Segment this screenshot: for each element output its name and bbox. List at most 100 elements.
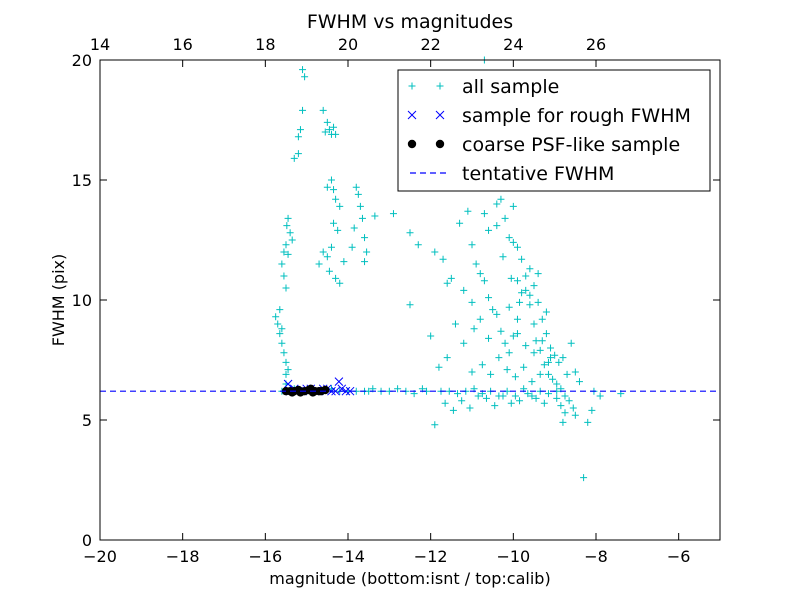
all-sample-point — [534, 270, 542, 278]
all-sample-point — [332, 195, 340, 203]
all-sample-point — [348, 243, 356, 251]
all-sample-point — [451, 320, 459, 328]
top-tick-label: 22 — [420, 35, 440, 54]
all-sample-point — [472, 260, 480, 268]
all-sample-point — [282, 241, 290, 249]
y-tick-label: 5 — [82, 411, 92, 430]
all-sample-point — [544, 370, 552, 378]
all-sample-point — [284, 366, 292, 374]
all-sample-point — [507, 274, 515, 282]
all-sample-point — [478, 361, 486, 369]
legend-marker — [408, 82, 416, 90]
all-sample-point — [286, 229, 294, 237]
all-sample-point — [330, 219, 338, 227]
all-sample-point — [280, 349, 288, 357]
all-sample-point — [406, 301, 414, 309]
all-sample-point — [332, 130, 340, 138]
all-sample-point — [559, 418, 567, 426]
all-sample-point — [487, 370, 495, 378]
all-sample-point — [406, 229, 414, 237]
top-tick-label: 14 — [90, 35, 110, 54]
all-sample-point — [447, 274, 455, 282]
all-sample-point — [321, 128, 329, 136]
all-sample-point — [278, 339, 286, 347]
legend-label: sample for rough FWHM — [462, 105, 691, 127]
all-sample-point — [283, 222, 291, 230]
all-sample-point — [272, 313, 280, 321]
all-sample-point — [470, 325, 478, 333]
all-sample-point — [513, 315, 521, 323]
all-sample-point — [526, 291, 534, 299]
all-sample-point — [507, 399, 515, 407]
all-sample-point — [340, 258, 348, 266]
all-sample-point — [431, 421, 439, 429]
all-sample-point — [536, 346, 544, 354]
all-sample-point — [524, 390, 532, 398]
all-sample-point — [352, 183, 360, 191]
all-sample-point — [547, 344, 555, 352]
all-sample-point — [538, 315, 546, 323]
all-sample-point — [485, 334, 493, 342]
y-tick-label: 0 — [82, 531, 92, 550]
legend-marker — [435, 110, 445, 120]
all-sample-point — [327, 243, 335, 251]
x-tick-label: −16 — [248, 547, 282, 566]
all-sample-point — [323, 183, 331, 191]
all-sample-point — [443, 279, 451, 287]
all-sample-point — [458, 397, 466, 405]
all-sample-point — [389, 210, 397, 218]
all-sample-point — [553, 394, 561, 402]
legend-marker — [436, 82, 444, 90]
all-sample-point — [354, 190, 362, 198]
all-sample-point — [513, 243, 521, 251]
all-sample-point — [394, 385, 402, 393]
all-sample-point — [282, 358, 290, 366]
all-sample-point — [528, 392, 536, 400]
all-sample-point — [319, 248, 327, 256]
all-sample-point — [449, 406, 457, 414]
all-sample-point — [518, 255, 526, 263]
y-axis-label: FWHM (pix) — [49, 254, 68, 347]
all-sample-point — [480, 277, 488, 285]
coarse-psf-like-sample-point — [296, 388, 305, 397]
all-sample-point — [330, 123, 338, 131]
legend-marker — [407, 139, 417, 149]
all-sample-point — [466, 404, 474, 412]
all-sample-point — [561, 409, 569, 417]
all-sample-point — [280, 248, 288, 256]
all-sample-point — [431, 248, 439, 256]
all-sample-point — [549, 375, 557, 383]
all-sample-point — [480, 210, 488, 218]
all-sample-point — [476, 270, 484, 278]
all-sample-point — [350, 224, 358, 232]
all-sample-point — [580, 474, 588, 482]
all-sample-point — [288, 236, 296, 244]
all-sample-point — [361, 234, 369, 242]
all-sample-point — [274, 320, 282, 328]
x-tick-label: −14 — [331, 547, 365, 566]
all-sample-point — [290, 154, 298, 162]
all-sample-point — [443, 354, 451, 362]
all-sample-point — [547, 354, 555, 362]
all-sample-point — [561, 392, 569, 400]
all-sample-point — [439, 255, 447, 263]
all-sample-point — [361, 258, 369, 266]
all-sample-point — [278, 260, 286, 268]
x-axis-label: magnitude (bottom:isnt / top:calib) — [269, 569, 550, 588]
all-sample-point — [278, 325, 286, 333]
x-tick-label: −12 — [414, 547, 448, 566]
all-sample-point — [501, 214, 509, 222]
all-sample-point — [282, 284, 290, 292]
all-sample-point — [296, 126, 304, 134]
all-sample-point — [518, 289, 526, 297]
y-tick-label: 15 — [72, 171, 92, 190]
all-sample-point — [294, 150, 302, 158]
all-sample-point — [565, 397, 573, 405]
all-sample-point — [584, 418, 592, 426]
legend-box — [397, 69, 711, 192]
all-sample-point — [336, 202, 344, 210]
all-sample-point — [485, 226, 493, 234]
all-sample-point — [505, 303, 513, 311]
